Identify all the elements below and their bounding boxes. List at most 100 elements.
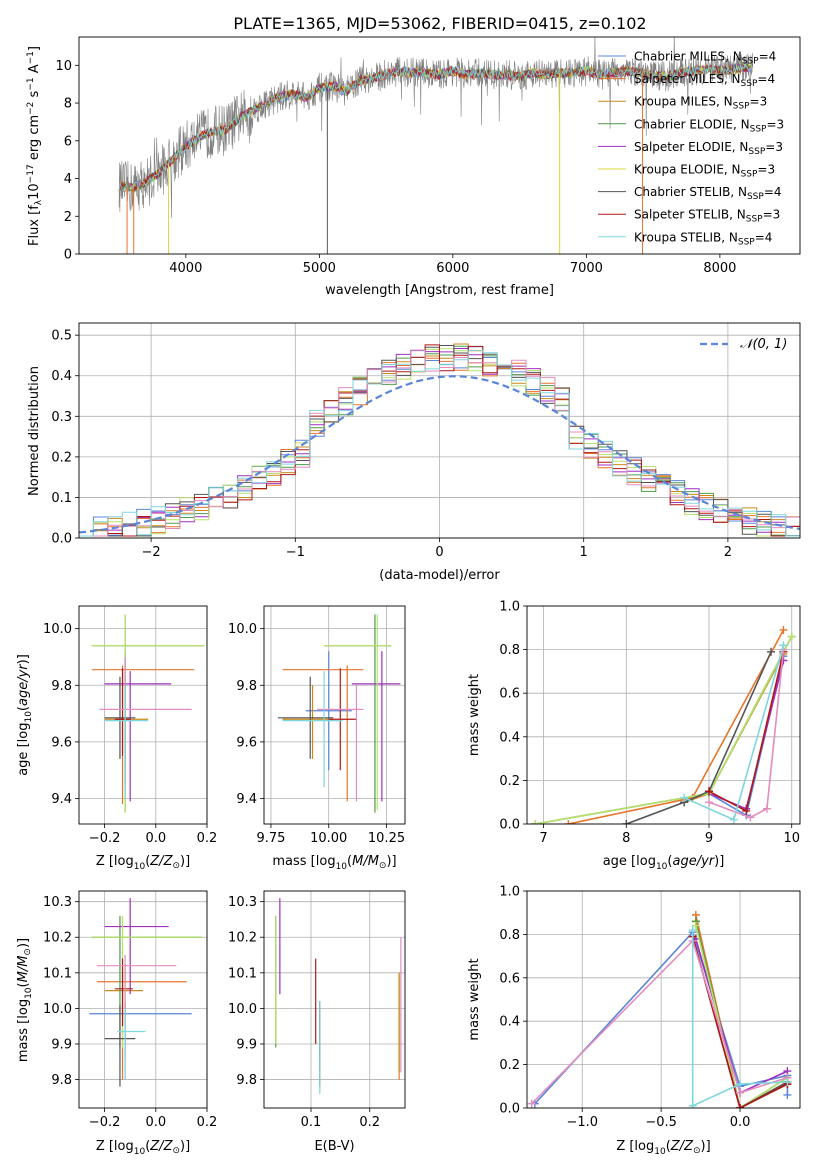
legend-entry: Salpeter MILES, NSSP=4 [634, 72, 775, 89]
legend-entry: Salpeter STELIB, NSSP=3 [634, 208, 780, 225]
x-tick-label: 7000 [570, 261, 603, 276]
y-tick-label: 4 [64, 172, 72, 187]
x-tick-label: 0.0 [145, 831, 166, 846]
text-run: Salpeter STELIB, N [634, 208, 746, 222]
y-tick-label: 10 [55, 59, 72, 74]
text-run: )] [180, 854, 190, 869]
weight-line [683, 653, 785, 803]
weight-series [691, 934, 792, 1097]
x-tick-label: −0.2 [89, 1115, 121, 1130]
text-run: mass [log [16, 999, 31, 1062]
weight-series [531, 632, 796, 824]
weight-marker [783, 1090, 792, 1099]
x-axis-label: age [log10(age/yr)] [603, 854, 725, 872]
y-tick-label: 9.8 [51, 679, 72, 694]
text-run: ( [16, 982, 31, 987]
subscript: ⊙ [172, 861, 180, 871]
weight-marker [736, 1104, 745, 1108]
x-tick-label: −0.5 [645, 1115, 677, 1130]
weight-series [622, 647, 776, 824]
weight-line [535, 636, 793, 824]
text-run: Salpeter MILES, N [634, 72, 741, 86]
text-run: )] [386, 854, 396, 869]
subscript: SSP [738, 237, 755, 247]
subscript: ⊙ [172, 1146, 180, 1156]
subscript: 10 [134, 862, 146, 872]
data-point [324, 614, 392, 813]
weight-marker [767, 647, 776, 656]
x-axis-label: wavelength [Angstrom, rest frame] [325, 283, 554, 298]
y-tick-label: 10.2 [228, 931, 257, 946]
subscript: ⊙ [23, 948, 33, 956]
weight-marker [746, 813, 755, 822]
y-tick-label: 0 [64, 248, 72, 263]
data-point [117, 1008, 146, 1080]
x-axis-label: mass [log10(M/M⊙)] [272, 854, 396, 872]
legend-entry: Chabrier STELIB, NSSP=4 [634, 185, 782, 202]
text-run: =3 [766, 117, 784, 131]
text-run: Kroupa MILES, N [634, 95, 733, 109]
residual-histogram-plot-area [79, 343, 800, 537]
text-run: Chabrier ELODIE, N [634, 117, 750, 131]
y-tick-label: 6 [64, 134, 72, 149]
weight-marker [688, 1101, 697, 1108]
weight-marker [527, 1099, 536, 1108]
y-tick-label: 0.4 [499, 730, 520, 745]
text-run: =4 [764, 185, 782, 199]
legend-entry: Chabrier ELODIE, NSSP=3 [634, 117, 784, 134]
text-run: =3 [763, 208, 781, 222]
weight-line [695, 925, 788, 1108]
x-axis-label: E(B-V) [314, 1139, 354, 1154]
weight-series [564, 625, 788, 824]
text-run: =4 [757, 72, 775, 86]
axes-frame [78, 605, 208, 825]
text-run: mass [log [272, 854, 335, 869]
text-run: M/M [16, 956, 31, 983]
model-spectrum-line [118, 64, 753, 192]
text-run: ( [667, 854, 672, 869]
data-point [114, 958, 133, 1027]
x-tick-label: 8000 [703, 261, 736, 276]
x-tick-label: 0.0 [145, 1115, 166, 1130]
mass-vs-Z-panel: −0.2 0.0 0.29.89.910.010.110.210.3Z [log10… [16, 890, 218, 1157]
y-tick-label: 0.0 [51, 532, 72, 547]
text-run: )] [701, 1139, 711, 1154]
mass-weight-vs-Z-plot-area [527, 910, 792, 1108]
x-tick-label: 10.00 [310, 831, 347, 846]
text-run: A [27, 64, 42, 77]
y-axis-label: Flux [fλ10−17 erg cm−2 s−1 A−1] [26, 46, 44, 246]
x-tick-label: 7 [539, 831, 547, 846]
subscript: λ [34, 199, 44, 205]
data-point [114, 668, 131, 757]
weight-marker [779, 625, 788, 634]
x-tick-label: 6000 [436, 261, 469, 276]
y-tick-label: 0.1 [51, 491, 72, 506]
y-tick-label: 10.1 [228, 966, 257, 981]
weight-marker [680, 793, 689, 802]
data-point [91, 614, 205, 813]
data-point [282, 685, 329, 759]
text-run: Chabrier STELIB, N [634, 185, 747, 199]
y-tick-label: 1.0 [499, 600, 520, 615]
spectrum-plot-area [118, 37, 754, 254]
x-tick-label: 0.1 [301, 1115, 322, 1130]
weight-marker [736, 1088, 745, 1097]
y-tick-label: 9.6 [236, 735, 257, 750]
text-run: Z/Z [149, 854, 173, 869]
weight-marker [783, 1077, 792, 1086]
data-point [104, 676, 136, 759]
text-run: erg cm [27, 115, 42, 164]
weight-marker [705, 798, 713, 807]
x-tick-label: 0.2 [197, 1115, 218, 1130]
data-point [282, 671, 343, 788]
data-point [351, 651, 401, 802]
axes-frame [263, 890, 406, 1109]
model-spectrum-line [118, 63, 753, 193]
data-point [96, 972, 187, 1080]
x-tick-label: 10 [783, 831, 800, 846]
legend-entry: Chabrier MILES, NSSP=4 [634, 50, 776, 67]
weight-marker [564, 820, 573, 824]
age-vs-Z-panel: −0.2 0.0 0.29.49.69.810.0Z [log10(Z/Z⊙)]ag… [16, 605, 217, 872]
age-vs-mass-plot-area [277, 614, 401, 813]
